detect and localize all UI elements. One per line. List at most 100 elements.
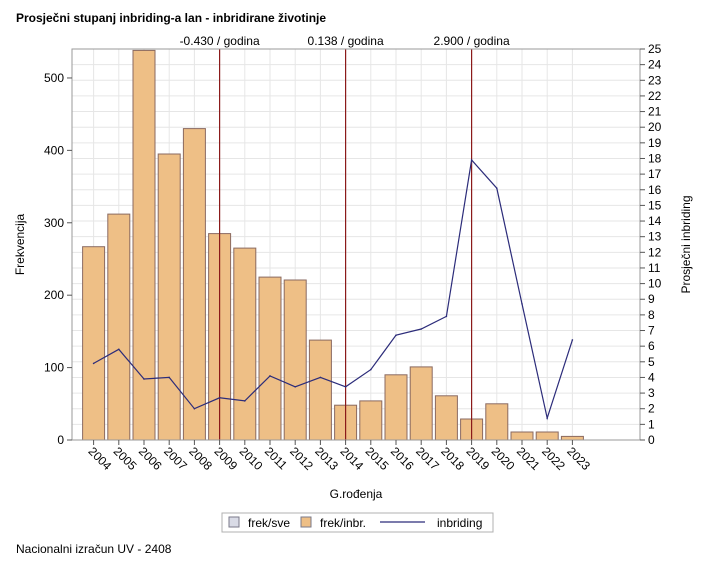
bar-2011	[258, 276, 282, 441]
bar-2007	[157, 153, 181, 441]
y2-tick-label: 9	[648, 292, 655, 306]
data-point-inbriding-2023	[571, 339, 574, 341]
y2-tick-label: 11	[648, 261, 661, 275]
data-point-inbriding-2005	[118, 348, 120, 351]
x-tick-label: 2019	[463, 444, 492, 473]
y2-tick-label: 1	[648, 417, 655, 431]
y2-tick-label: 18	[648, 151, 662, 165]
bar-2004	[82, 246, 106, 441]
data-point-inbriding-2022	[546, 417, 548, 419]
data-point-inbriding-2019	[470, 159, 473, 161]
y2-tick-label: 21	[648, 105, 662, 119]
bar-2022	[535, 431, 559, 441]
series-line-inbriding	[93, 158, 573, 421]
y2-tick-label: 22	[648, 89, 662, 103]
x-tick-label: 2015	[363, 444, 392, 473]
bar-2017	[409, 366, 433, 441]
y2-tick-label: 10	[648, 277, 662, 291]
x-tick-label: 2018	[438, 444, 467, 473]
data-point-inbriding-2016	[395, 334, 397, 337]
x-tick-label: 2016	[388, 444, 417, 473]
legend-label: inbriding	[437, 516, 482, 530]
bar-2006	[132, 49, 156, 441]
bar-2013	[308, 339, 332, 441]
plot-area	[72, 49, 640, 440]
x-tick-label: 2014	[337, 444, 366, 473]
y2-tick-label: 20	[648, 120, 662, 134]
y-axis-title: Frekvencija	[13, 214, 27, 276]
y2-tick-label: 12	[648, 245, 662, 259]
legend-label: frek/inbr.	[320, 516, 366, 530]
x-tick-label: 2008	[186, 444, 215, 473]
bar-2023	[560, 435, 584, 441]
x-tick-label: 2023	[564, 444, 593, 473]
y2-axis-title: Prosječni inbriding	[679, 195, 693, 293]
data-point-inbriding-2017	[420, 328, 423, 330]
data-point-inbriding-2015	[370, 368, 372, 371]
data-point-inbriding-2013	[319, 376, 322, 379]
reference-line-label: 2.900 / godina	[434, 34, 510, 48]
legend-swatch-frekinbr	[300, 516, 312, 528]
y-tick-label: 100	[44, 361, 64, 375]
y2-tick-label: 5	[648, 355, 655, 369]
y-tick-label: 0	[57, 433, 64, 447]
data-point-inbriding-2006	[143, 378, 145, 380]
y2-tick-label: 13	[648, 230, 662, 244]
reference-line-label: 0.138 / godina	[308, 34, 384, 48]
y-tick-label: 200	[44, 288, 64, 302]
y2-tick-label: 3	[648, 386, 655, 400]
y2-tick-label: 23	[648, 73, 662, 87]
legend-swatch-freksve	[228, 516, 240, 528]
grid-layer	[72, 48, 640, 441]
bar-2005	[107, 213, 131, 441]
y2-tick-label: 8	[648, 308, 655, 322]
x-tick-label: 2006	[136, 444, 165, 473]
x-axis-title: G.rođenja	[330, 487, 383, 501]
bar-2010	[233, 247, 257, 441]
data-point-inbriding-2007	[168, 376, 170, 379]
x-tick-label: 2011	[262, 444, 290, 472]
y-tick-label: 400	[44, 143, 64, 157]
bar-2015	[359, 400, 383, 441]
y2-tick-label: 6	[648, 339, 655, 353]
footer-note: Nacionalni izračun UV - 2408	[16, 542, 172, 556]
y2-tick-label: 7	[648, 324, 655, 338]
reference-line-layer: -0.430 / godina 0.138 / godina 2.900 / god…	[180, 34, 510, 440]
data-point-inbriding-2008	[193, 407, 196, 410]
bar-2021	[510, 431, 534, 441]
y2-tick-label: 25	[648, 42, 662, 56]
y-tick-label: 300	[44, 216, 64, 230]
y2-tick-label: 14	[648, 214, 662, 228]
data-point-inbriding-2011	[269, 375, 271, 377]
data-point-inbriding-2012	[294, 386, 297, 388]
y2-tick-label: 19	[648, 136, 662, 150]
legend: frek/sve frek/inbr. inbriding	[221, 512, 494, 533]
data-point-inbriding-2021	[521, 303, 523, 305]
y2-tick-label: 2	[648, 402, 655, 416]
x-tick-label: 2007	[161, 444, 190, 473]
bar-2008	[182, 128, 206, 441]
x-tick-label: 2021	[514, 444, 543, 473]
bar-2020	[485, 403, 509, 441]
x-tick-label: 2009	[211, 444, 240, 473]
y2-tick-label: 17	[648, 167, 662, 181]
x-tick-label: 2004	[85, 444, 114, 473]
data-point-inbriding-2018	[445, 315, 448, 318]
y-tick-label: 500	[44, 71, 64, 85]
data-point-inbriding-2009	[218, 397, 221, 399]
x-tick-label: 2010	[237, 444, 266, 473]
x-tick-label: 2005	[111, 444, 140, 473]
data-point-inbriding-2010	[244, 400, 246, 402]
x-tick-label: 2022	[539, 444, 568, 473]
data-point-inbriding-2014	[344, 386, 347, 388]
x-tick-label: 2012	[287, 444, 316, 473]
legend-box	[221, 512, 494, 533]
y2-tick-label: 15	[648, 198, 662, 212]
x-tick-label: 2013	[312, 444, 341, 473]
y2-tick-label: 24	[648, 58, 662, 72]
legend-label: frek/sve	[248, 516, 290, 530]
bar-2018	[434, 395, 458, 441]
y2-tick-label: 0	[648, 433, 655, 447]
plot-frame	[71, 48, 641, 441]
